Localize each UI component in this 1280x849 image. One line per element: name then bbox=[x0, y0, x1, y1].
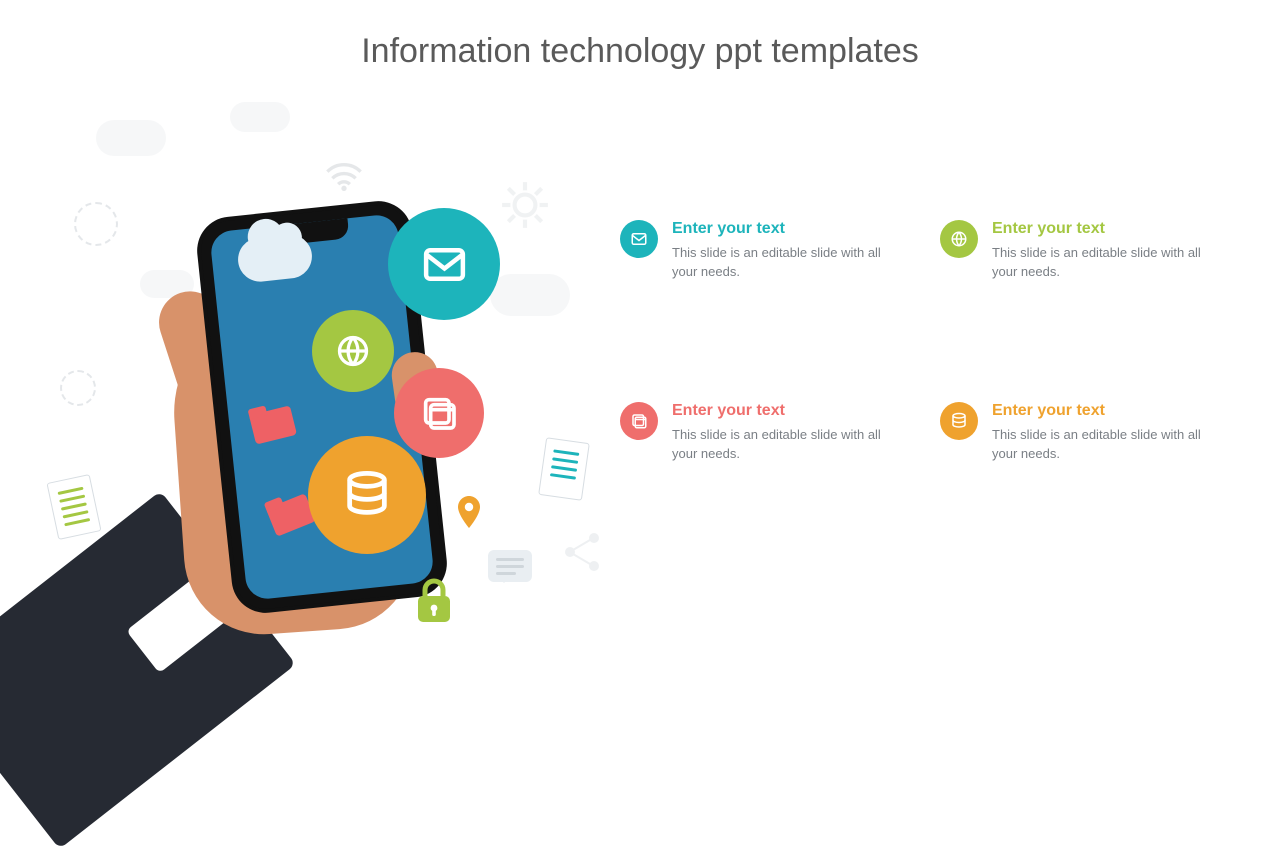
share-ghost-icon bbox=[560, 530, 604, 574]
window-circle bbox=[394, 368, 484, 458]
window-icon bbox=[620, 402, 658, 440]
block-mail: Enter your text This slide is an editabl… bbox=[620, 220, 900, 282]
block-body: This slide is an editable slide with all… bbox=[672, 244, 882, 282]
database-icon bbox=[940, 402, 978, 440]
ghost-circle bbox=[74, 202, 118, 246]
ghost-cloud bbox=[96, 120, 166, 156]
ghost-cloud bbox=[230, 102, 290, 132]
mail-circle bbox=[388, 208, 500, 320]
page-title: Information technology ppt templates bbox=[0, 32, 1280, 71]
block-window: Enter your text This slide is an editabl… bbox=[620, 402, 900, 464]
doc-ghost-icon bbox=[46, 474, 101, 540]
database-circle bbox=[308, 436, 426, 554]
ghost-cloud bbox=[490, 274, 570, 316]
globe-icon bbox=[940, 220, 978, 258]
text-blocks-grid: Enter your text This slide is an editabl… bbox=[620, 220, 1220, 463]
ghost-circle bbox=[60, 370, 96, 406]
block-body: This slide is an editable slide with all… bbox=[672, 426, 882, 464]
block-body: This slide is an editable slide with all… bbox=[992, 426, 1202, 464]
doc-ghost-icon bbox=[538, 437, 590, 501]
block-heading: Enter your text bbox=[672, 220, 882, 238]
block-heading: Enter your text bbox=[672, 402, 882, 420]
block-heading: Enter your text bbox=[992, 402, 1202, 420]
gear-ghost-icon bbox=[500, 180, 550, 230]
mail-icon bbox=[620, 220, 658, 258]
block-heading: Enter your text bbox=[992, 220, 1202, 238]
lock-icon bbox=[414, 578, 454, 626]
block-body: This slide is an editable slide with all… bbox=[992, 244, 1202, 282]
block-database: Enter your text This slide is an editabl… bbox=[940, 402, 1220, 464]
wifi-ghost-icon bbox=[324, 158, 364, 192]
chat-ghost-icon bbox=[488, 550, 532, 582]
globe-circle bbox=[312, 310, 394, 392]
phone-illustration bbox=[0, 100, 620, 720]
block-globe: Enter your text This slide is an editabl… bbox=[940, 220, 1220, 282]
location-pin-icon bbox=[458, 496, 480, 528]
